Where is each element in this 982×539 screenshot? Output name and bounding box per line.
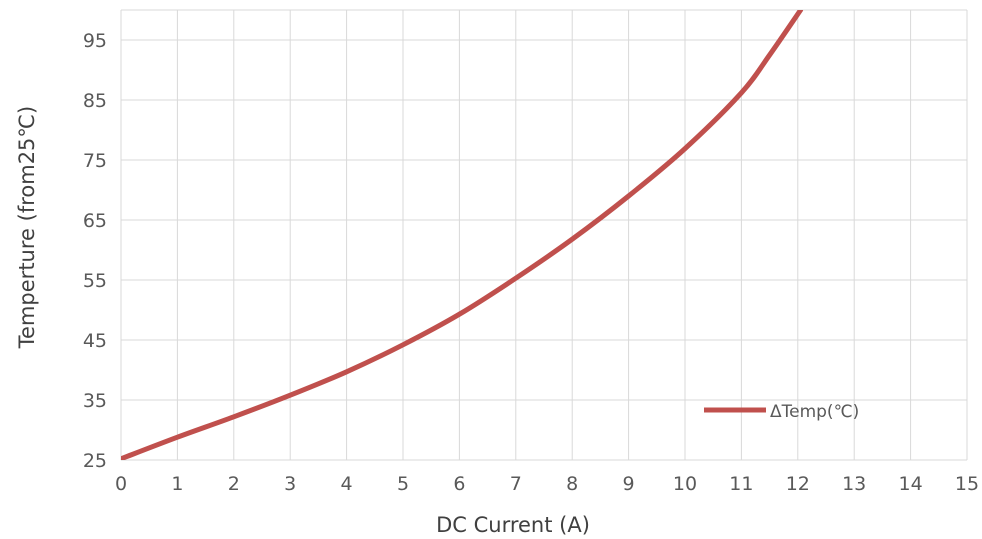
x-tick-label: 9 <box>623 473 635 495</box>
y-tick-label: 65 <box>83 210 107 232</box>
x-tick-label: 15 <box>955 473 979 495</box>
legend: ΔTemp(℃) <box>704 402 859 422</box>
series-line <box>121 10 804 460</box>
x-tick-label: 13 <box>842 473 866 495</box>
y-axis-ticks: 25 35 45 55 65 75 85 95 <box>83 30 107 472</box>
legend-label: ΔTemp(℃) <box>770 402 859 422</box>
series-layer <box>121 10 804 460</box>
x-axis-ticks: 0 1 2 3 4 5 6 7 8 9 10 11 12 13 14 15 <box>115 473 979 495</box>
x-tick-label: 2 <box>228 473 240 495</box>
y-tick-label: 95 <box>83 30 107 52</box>
x-tick-label: 7 <box>510 473 522 495</box>
x-tick-label: 5 <box>397 473 409 495</box>
x-axis-title: DC Current (A) <box>436 513 590 537</box>
x-tick-label: 10 <box>673 473 697 495</box>
x-tick-label: 8 <box>566 473 578 495</box>
x-tick-label: 6 <box>453 473 465 495</box>
y-tick-label: 75 <box>83 150 107 172</box>
x-tick-label: 14 <box>899 473 923 495</box>
y-tick-label: 35 <box>83 390 107 412</box>
y-tick-label: 85 <box>83 90 107 112</box>
x-tick-label: 1 <box>171 473 183 495</box>
grid <box>120 9 968 461</box>
x-tick-label: 4 <box>341 473 353 495</box>
y-tick-label: 45 <box>83 330 107 352</box>
x-tick-label: 12 <box>786 473 810 495</box>
x-tick-label: 0 <box>115 473 127 495</box>
y-axis-title: Temperture (from25℃) <box>15 106 39 349</box>
x-tick-label: 3 <box>284 473 296 495</box>
y-tick-label: 55 <box>83 270 107 292</box>
y-tick-label: 25 <box>83 450 107 472</box>
x-tick-label: 11 <box>729 473 753 495</box>
